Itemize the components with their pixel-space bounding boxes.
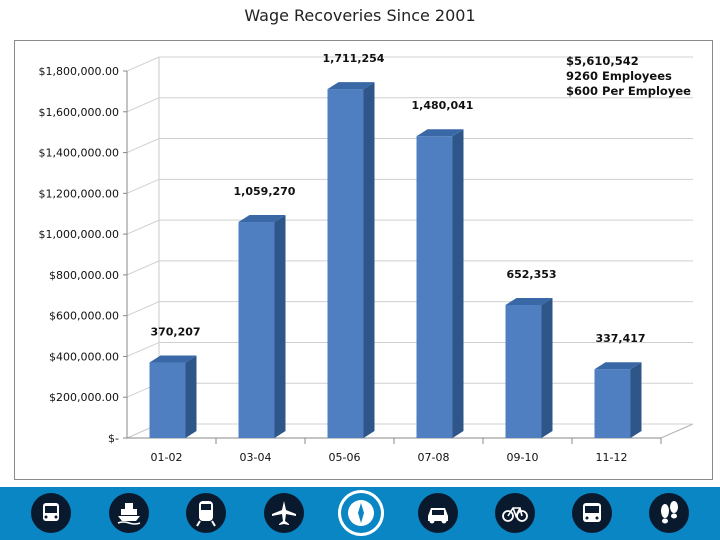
y-tick-label: $400,000.00 [49,350,119,363]
employee-count: 9260 Employees [566,69,672,83]
gridline [126,260,693,276]
bus-icon [572,493,612,533]
bus-icon [31,493,71,533]
x-tick-label: 03-04 [240,451,272,464]
bar [327,89,364,438]
per-employee: $600 Per Employee [566,84,691,98]
chart-area: $- $200,000.00 $400,000.00 $600,000.00 $800,… [14,40,713,480]
bar-top [238,215,286,223]
x-tick-label: 07-08 [418,451,450,464]
y-tick-label: $1,400,000.00 [39,147,119,160]
y-tick-label: $1,800,000.00 [39,65,119,78]
y-tick-label: $1,600,000.00 [39,106,119,119]
bar-top [594,362,642,370]
y-tick-label: $800,000.00 [49,269,119,282]
footer-bar [0,487,720,540]
x-tick-label: 01-02 [151,451,183,464]
y-tick-label: $600,000.00 [49,310,119,323]
gridline [126,301,693,317]
gridline [126,219,693,235]
bar-side [274,215,286,438]
y-tick-label: $200,000.00 [49,391,119,404]
footprints-icon [649,493,689,533]
gridline [126,178,693,194]
bar-top [505,297,553,305]
y-tick-label: $1,000,000.00 [39,228,119,241]
bar-side [363,82,375,438]
bar [149,362,186,438]
data-label: 652,353 [506,268,556,281]
bar [416,136,453,438]
department-seal-icon [338,490,384,536]
x-tick-label: 11-12 [596,451,628,464]
bar-side [630,362,642,438]
bar [505,304,542,438]
x-tick-label: 09-10 [507,451,539,464]
chart-title: Wage Recoveries Since 2001 [244,6,476,25]
car-icon [418,493,458,533]
ferry-icon [109,493,149,533]
bar-top [327,82,375,90]
bar-chart: $- $200,000.00 $400,000.00 $600,000.00 $800,… [39,52,694,464]
bar-side [452,129,464,438]
summary-annotation: $5,610,542 9260 Employees $600 Per Emplo… [566,54,691,99]
y-tick-label: $1,200,000.00 [39,187,119,200]
bar [594,369,631,438]
bar-top [149,355,197,363]
bicycle-icon [495,493,535,533]
bar [238,222,275,438]
data-label: 1,059,270 [234,185,296,198]
train-icon [186,493,226,533]
data-label: 1,480,041 [412,99,474,112]
data-label: 1,711,254 [323,52,385,65]
total-recovered: $5,610,542 [566,54,639,68]
gridline [126,97,693,113]
airplane-icon [264,493,304,533]
data-label: 337,417 [595,332,645,345]
bar-top [416,129,464,137]
x-tick-label: 05-06 [329,451,361,464]
y-tick-label: $- [108,432,119,445]
gridline [126,138,693,154]
bar-side [185,355,197,438]
gridline [126,56,693,72]
bar-side [541,297,553,438]
data-label: 370,207 [150,326,200,339]
